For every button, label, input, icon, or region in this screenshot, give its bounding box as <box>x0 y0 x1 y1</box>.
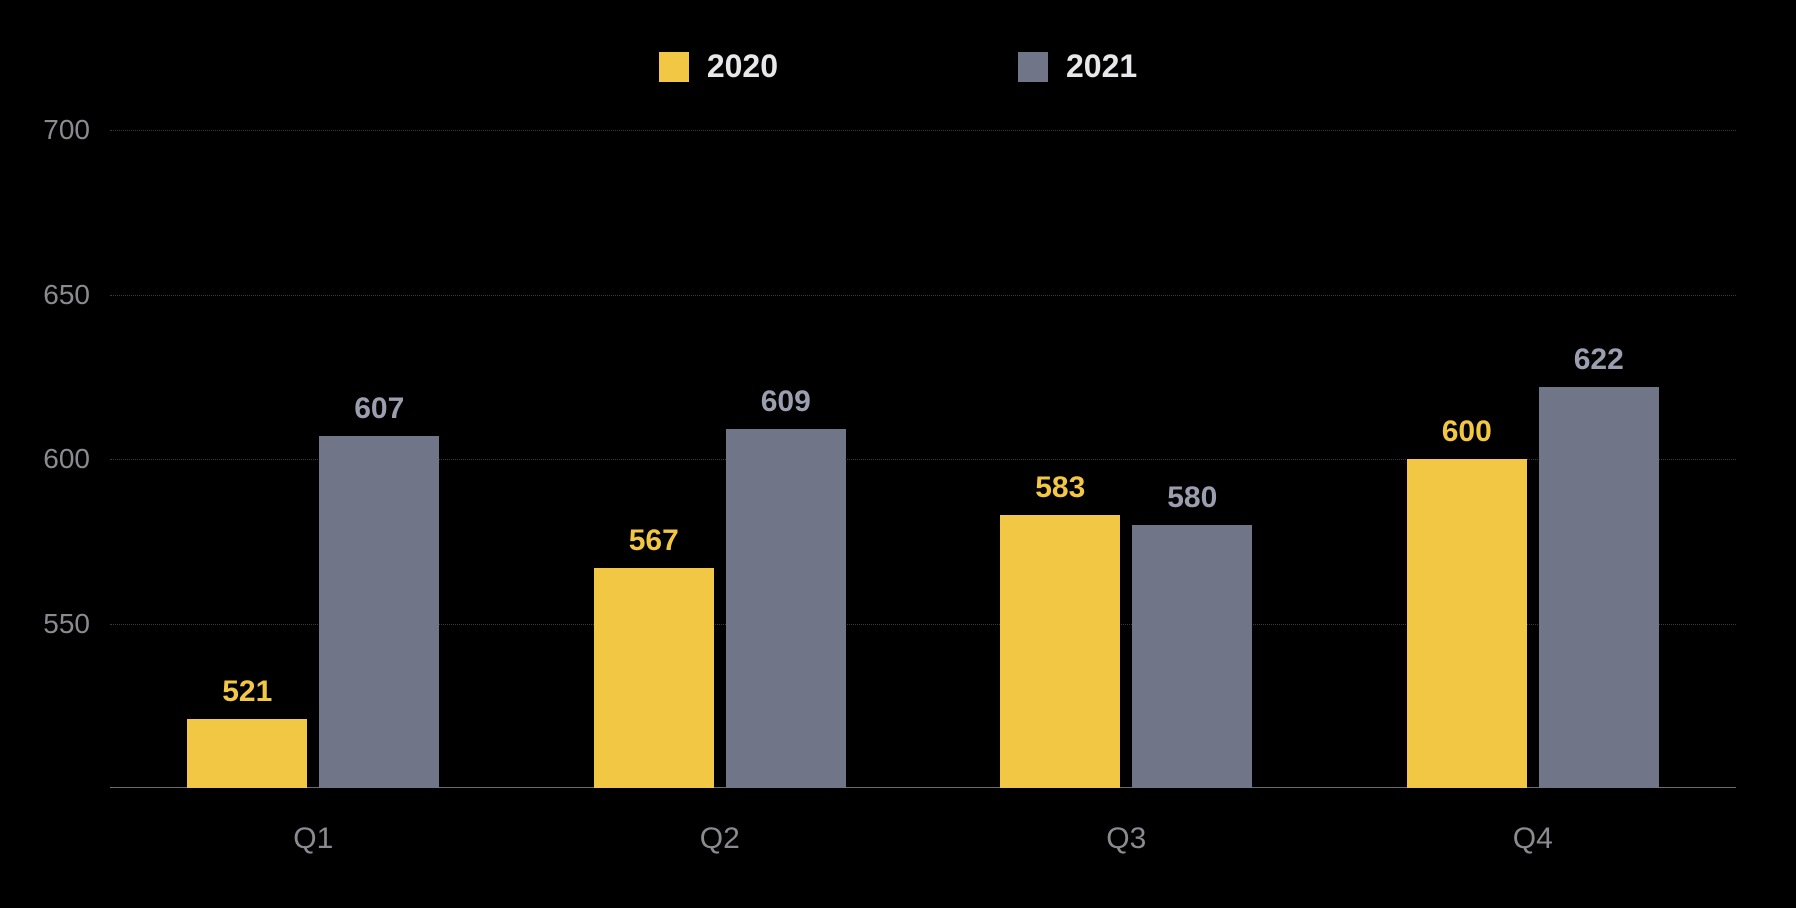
legend-item: 2021 <box>1018 48 1137 85</box>
bar-value-label: 580 <box>1167 481 1217 515</box>
y-tick-label: 550 <box>43 608 110 640</box>
bar-value-label: 567 <box>629 524 679 558</box>
legend-item: 2020 <box>659 48 778 85</box>
bar-value-label: 600 <box>1442 415 1492 449</box>
y-tick-label: 600 <box>43 443 110 475</box>
plot: 550600650700521607Q1567609Q2583580Q36006… <box>110 130 1736 788</box>
legend-label: 2020 <box>707 48 778 85</box>
y-tick-label: 700 <box>43 114 110 146</box>
bar-value-label: 607 <box>354 392 404 426</box>
bar-group: 583580Q3 <box>1000 130 1252 788</box>
y-tick-label: 650 <box>43 279 110 311</box>
bar-value-label: 521 <box>222 675 272 709</box>
bar: 567 <box>594 568 714 788</box>
legend-label: 2021 <box>1066 48 1137 85</box>
bar: 607 <box>319 436 439 788</box>
bar: 622 <box>1539 387 1659 788</box>
bar: 600 <box>1407 459 1527 788</box>
chart-root: 20202021 550600650700521607Q1567609Q2583… <box>0 0 1796 908</box>
legend: 2020 2021 <box>0 48 1796 85</box>
plot-area: 550600650700521607Q1567609Q2583580Q36006… <box>110 130 1736 788</box>
legend-swatch <box>659 52 689 82</box>
legend-swatch <box>1018 52 1048 82</box>
bar: 583 <box>1000 515 1120 788</box>
bar-group: 521607Q1 <box>187 130 439 788</box>
x-tick-label: Q3 <box>1106 788 1146 856</box>
x-tick-label: Q1 <box>293 788 333 856</box>
bar-group: 600622Q4 <box>1407 130 1659 788</box>
bar-value-label: 609 <box>761 385 811 419</box>
bar-value-label: 622 <box>1574 343 1624 377</box>
x-tick-label: Q4 <box>1513 788 1553 856</box>
bar-value-label: 583 <box>1035 471 1085 505</box>
bar: 580 <box>1132 525 1252 788</box>
bar: 521 <box>187 719 307 788</box>
x-tick-label: Q2 <box>700 788 740 856</box>
bar-group: 567609Q2 <box>594 130 846 788</box>
bar: 609 <box>726 429 846 788</box>
